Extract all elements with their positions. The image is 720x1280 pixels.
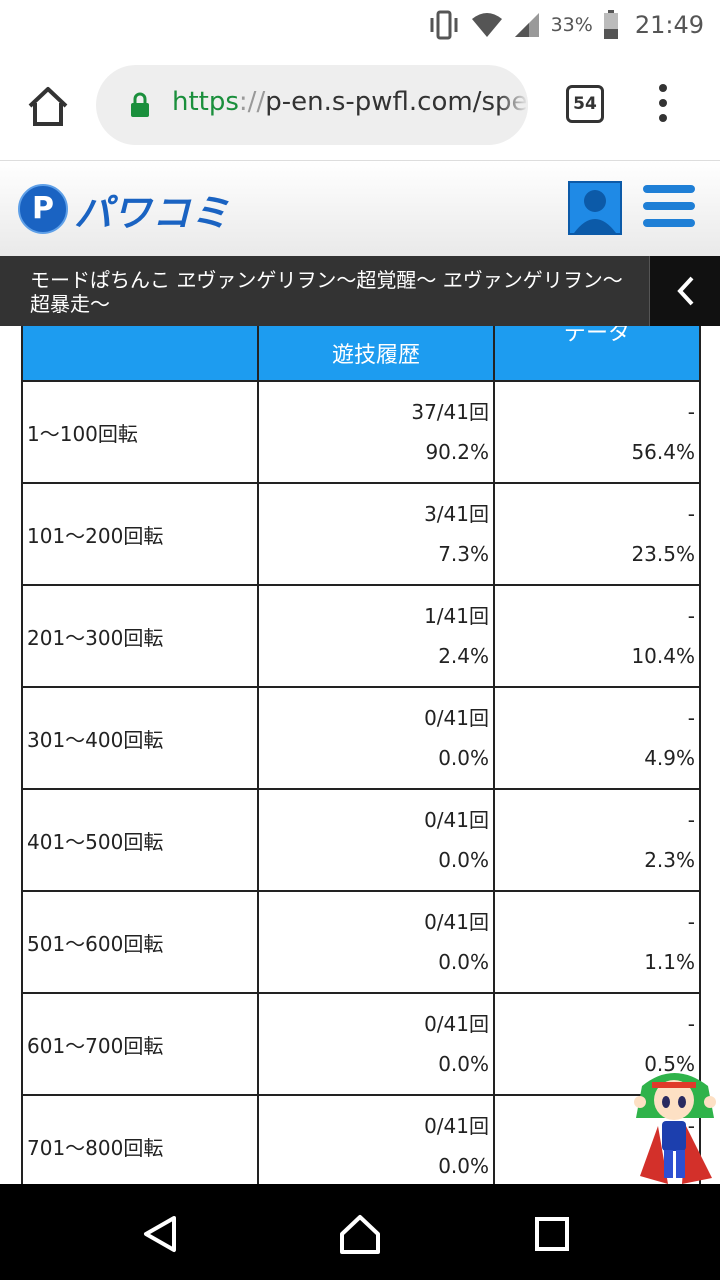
table-header-row: 遊技履歴 データ [21,326,701,382]
table-row: 401〜500回転 0/41回 0.0% - 2.3% [21,788,701,892]
history-cell: 37/41回 90.2% [257,380,495,484]
user-icon [574,190,616,233]
site-logo[interactable]: P パワコミ [18,181,230,237]
data-cell: - 10.4% [493,584,701,688]
history-count: 1/41回 [424,604,489,628]
data-percent: 10.4% [631,644,695,668]
spin-range-cell: 401〜500回転 [21,788,259,892]
table-row: 301〜400回転 0/41回 0.0% - 4.9% [21,686,701,790]
battery-percent: 33% [550,14,593,36]
history-percent: 0.0% [438,848,489,872]
history-percent: 0.0% [438,950,489,974]
header-range [21,326,259,382]
spin-range-cell: 501〜600回転 [21,890,259,994]
history-percent: 90.2% [425,440,489,464]
data-cell: - 0.5% [493,992,701,1096]
wifi-icon [471,13,502,37]
history-cell: 0/41回 0.0% [257,890,495,994]
data-percent: 1.1% [644,950,695,974]
header-history: 遊技履歴 [257,326,495,382]
spin-distribution-table: 遊技履歴 データ 1〜100回転 37/41回 90.2% - 56.4% 101〜200… [21,326,701,1198]
table-row: 101〜200回転 3/41回 7.3% - 23.5% [21,482,701,586]
history-cell: 0/41回 0.0% [257,788,495,892]
history-percent: 0.0% [438,1154,489,1178]
data-cell: - 23.5% [493,482,701,586]
history-count: 0/41回 [424,1012,489,1036]
table-row: 501〜600回転 0/41回 0.0% - 1.1% [21,890,701,994]
home-icon[interactable] [26,84,70,128]
spin-range-cell: 101〜200回転 [21,482,259,586]
history-percent: 0.0% [438,746,489,770]
battery-icon [603,10,618,39]
clock: 21:49 [634,11,704,39]
vibrate-icon [430,10,458,40]
logo-mark: P [18,184,68,234]
history-count: 37/41回 [411,400,489,424]
spin-range-cell: 1〜100回転 [21,380,259,484]
url-text: https://p-en.s-pwfl.com/spec [172,87,528,117]
data-percent: 56.4% [631,440,695,464]
tab-switcher-button[interactable]: 54 [566,85,604,123]
data-dash: - [687,400,695,424]
history-count: 0/41回 [424,808,489,832]
data-dash: - [687,910,695,934]
history-cell: 1/41回 2.4% [257,584,495,688]
spin-range-cell: 201〜300回転 [21,584,259,688]
spin-range-cell: 301〜400回転 [21,686,259,790]
data-dash: - [687,1114,695,1138]
data-percent: 0.5% [644,1052,695,1076]
system-nav-bar [0,1184,720,1280]
data-percent: 2.3% [644,848,695,872]
page-title-bar: モードぱちんこ ヱヴァンゲリヲン〜超覚醒〜 ヱヴァンゲリヲン〜超暴走〜 [0,256,720,326]
data-dash: - [687,502,695,526]
data-dash: - [687,1012,695,1036]
data-cell: - 4.9% [493,686,701,790]
history-count: 0/41回 [424,910,489,934]
data-dash: - [687,604,695,628]
address-bar[interactable]: https://p-en.s-pwfl.com/spec [96,65,528,145]
header-data: データ [493,326,701,382]
history-cell: 0/41回 0.0% [257,686,495,790]
data-cell: - 56.4% [493,380,701,484]
data-percent: 4.9% [644,746,695,770]
history-cell: 0/41回 0.0% [257,992,495,1096]
history-percent: 2.4% [438,644,489,668]
table-row: 601〜700回転 0/41回 0.0% - 0.5% [21,992,701,1096]
data-dash: - [687,706,695,730]
browser-toolbar: https://p-en.s-pwfl.com/spec 54 [0,50,720,160]
data-dash: - [687,808,695,832]
history-percent: 7.3% [438,542,489,566]
recents-nav-icon[interactable] [534,1216,570,1252]
hamburger-menu-icon[interactable] [643,185,695,231]
logo-text: パワコミ [74,190,231,235]
page-title: モードぱちんこ ヱヴァンゲリヲン〜超覚醒〜 ヱヴァンゲリヲン〜超暴走〜 [30,268,623,316]
chevron-left-icon [677,276,694,306]
user-account-button[interactable] [568,181,622,235]
home-nav-icon[interactable] [338,1212,382,1256]
table-row: 201〜300回転 1/41回 2.4% - 10.4% [21,584,701,688]
overflow-menu-icon[interactable] [655,84,671,128]
status-bar: 33% 21:49 [0,0,720,50]
mascot-character[interactable] [628,1066,720,1188]
signal-icon [514,13,539,37]
history-count: 0/41回 [424,1114,489,1138]
data-cell: - 1.1% [493,890,701,994]
lock-icon [131,92,149,117]
history-count: 3/41回 [424,502,489,526]
back-button[interactable] [649,256,720,326]
back-nav-icon[interactable] [140,1214,180,1254]
table-row: 1〜100回転 37/41回 90.2% - 56.4% [21,380,701,484]
history-count: 0/41回 [424,706,489,730]
spin-range-cell: 601〜700回転 [21,992,259,1096]
history-cell: 0/41回 0.0% [257,1094,495,1198]
data-cell: - 2.3% [493,788,701,892]
history-percent: 0.0% [438,1052,489,1076]
history-cell: 3/41回 7.3% [257,482,495,586]
spin-range-cell: 701〜800回転 [21,1094,259,1198]
site-header: P パワコミ [0,160,720,257]
data-percent: 23.5% [631,542,695,566]
